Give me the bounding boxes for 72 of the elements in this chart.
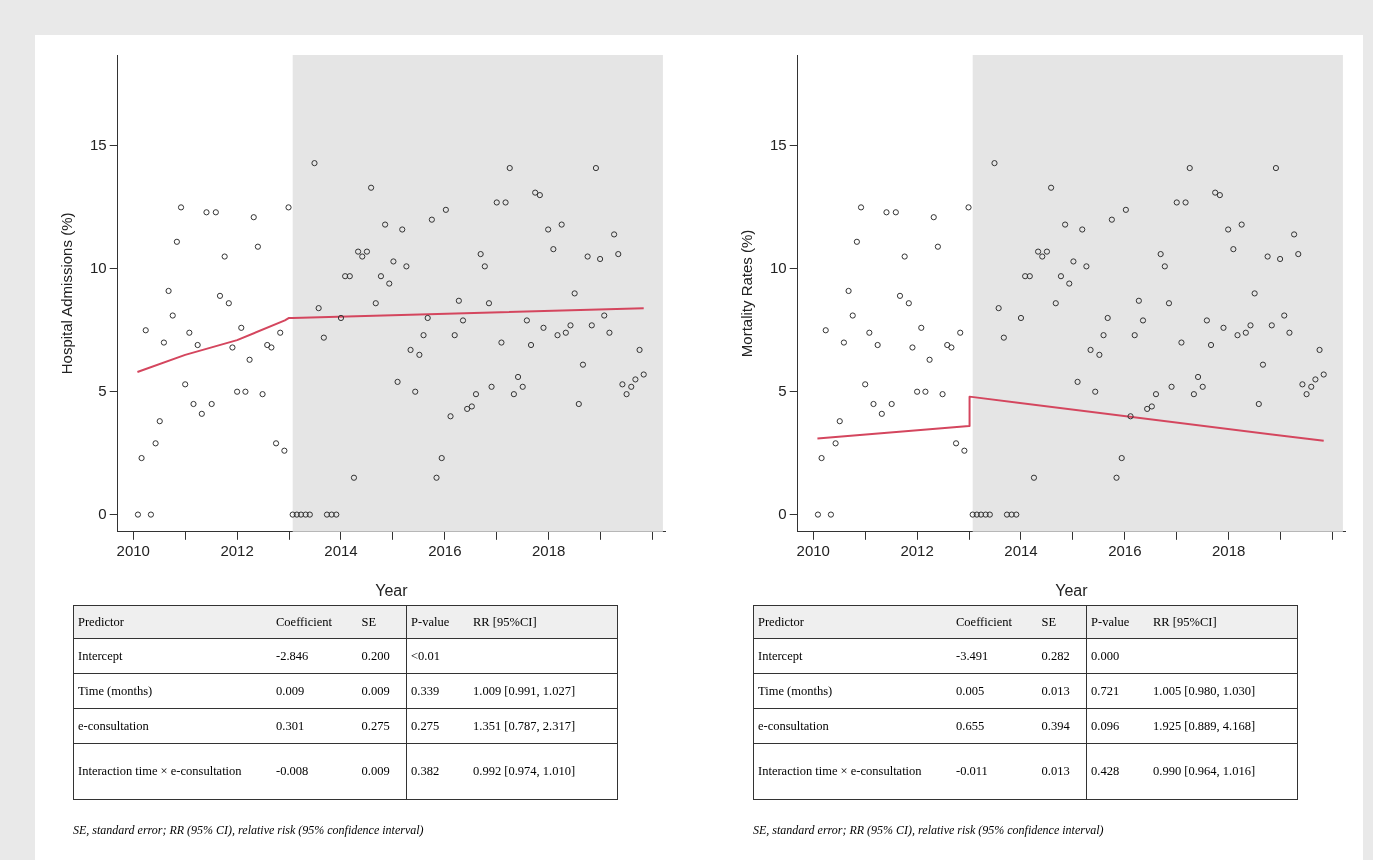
x-tick-label: 2012 bbox=[900, 541, 934, 559]
text: Coefficient bbox=[952, 605, 1038, 639]
text: 0.000 bbox=[1086, 638, 1149, 674]
x-tick-label: 2012 bbox=[220, 541, 254, 559]
text: 0.721 bbox=[1086, 673, 1149, 709]
y-tick-label: 5 bbox=[98, 381, 107, 399]
x-axis-title: Year bbox=[375, 581, 409, 599]
x-tick-label: 2018 bbox=[1211, 541, 1246, 559]
text: P-value bbox=[1086, 605, 1149, 639]
x-tick-label: 2014 bbox=[324, 541, 358, 559]
y-tick-label: 5 bbox=[778, 381, 787, 399]
y-tick-label: 15 bbox=[770, 136, 787, 154]
y-tick-label: 10 bbox=[90, 258, 107, 276]
text: e-consultation bbox=[73, 708, 272, 744]
x-tick-label: 2010 bbox=[116, 541, 150, 559]
text: SE, standard error; RR (95% CI), relative risk (95% confidence interval) bbox=[753, 823, 1104, 838]
text: Coefficient bbox=[272, 605, 358, 639]
text: 0.200 bbox=[357, 638, 407, 674]
text: -2.846 bbox=[272, 638, 358, 674]
x-tick-label: 2018 bbox=[531, 541, 566, 559]
text: 0.282 bbox=[1037, 638, 1087, 674]
text: 1.925 [0.889, 4.168] bbox=[1149, 708, 1298, 744]
text: 0.655 bbox=[952, 708, 1038, 744]
text: -0.011 bbox=[952, 743, 1038, 800]
text: 0.394 bbox=[1037, 708, 1087, 744]
text: 0.339 bbox=[406, 673, 469, 709]
text: Intercept bbox=[73, 638, 272, 674]
text: 0.096 bbox=[1086, 708, 1149, 744]
y-axis-title: Mortality Rates (%) bbox=[738, 229, 756, 358]
text: 0.009 bbox=[357, 673, 407, 709]
x-tick-label: 2014 bbox=[1004, 541, 1038, 559]
x-tick-label: 2010 bbox=[796, 541, 830, 559]
y-tick-label: 10 bbox=[770, 258, 787, 276]
y-tick-label: 0 bbox=[778, 504, 787, 522]
text: 1.351 [0.787, 2.317] bbox=[469, 708, 618, 744]
text: 0.428 bbox=[1086, 743, 1149, 800]
text: 0.275 bbox=[406, 708, 469, 744]
text: 0.382 bbox=[406, 743, 469, 800]
text: Time (months) bbox=[753, 673, 952, 709]
text: Interaction time × e-consultation bbox=[73, 743, 272, 800]
text: -0.008 bbox=[272, 743, 358, 800]
text: -3.491 bbox=[952, 638, 1038, 674]
text: 0.992 [0.974, 1.010] bbox=[469, 743, 618, 800]
text: RR [95%CI] bbox=[1149, 605, 1298, 639]
text: <0.01 bbox=[406, 638, 469, 674]
text: SE bbox=[1037, 605, 1087, 639]
text: 0.301 bbox=[272, 708, 358, 744]
text: Time (months) bbox=[73, 673, 272, 709]
text: Interaction time × e-consultation bbox=[753, 743, 952, 800]
x-tick-label: 2016 bbox=[1108, 541, 1142, 559]
text: Predictor bbox=[73, 605, 272, 639]
text: 0.009 bbox=[272, 673, 358, 709]
text: 0.990 [0.964, 1.016] bbox=[1149, 743, 1298, 800]
text: 1.005 [0.980, 1.030] bbox=[1149, 673, 1298, 709]
text: Intercept bbox=[753, 638, 952, 674]
text: SE, standard error; RR (95% CI), relative risk (95% confidence interval) bbox=[73, 823, 424, 838]
text: Predictor bbox=[753, 605, 952, 639]
text: 0.009 bbox=[357, 743, 407, 800]
x-axis-title: Year bbox=[1055, 581, 1089, 599]
text: 0.005 bbox=[952, 673, 1038, 709]
y-tick-label: 15 bbox=[90, 136, 107, 154]
text: RR [95%CI] bbox=[469, 605, 618, 639]
text: 1.009 [0.991, 1.027] bbox=[469, 673, 618, 709]
text: 0.275 bbox=[357, 708, 407, 744]
y-axis-title: Hospital Admissions (%) bbox=[58, 212, 76, 375]
text: SE bbox=[357, 605, 407, 639]
y-tick-label: 0 bbox=[98, 504, 107, 522]
x-tick-label: 2016 bbox=[428, 541, 462, 559]
text: 0.013 bbox=[1037, 743, 1087, 800]
text: 0.013 bbox=[1037, 673, 1087, 709]
text: P-value bbox=[406, 605, 469, 639]
text: e-consultation bbox=[753, 708, 952, 744]
